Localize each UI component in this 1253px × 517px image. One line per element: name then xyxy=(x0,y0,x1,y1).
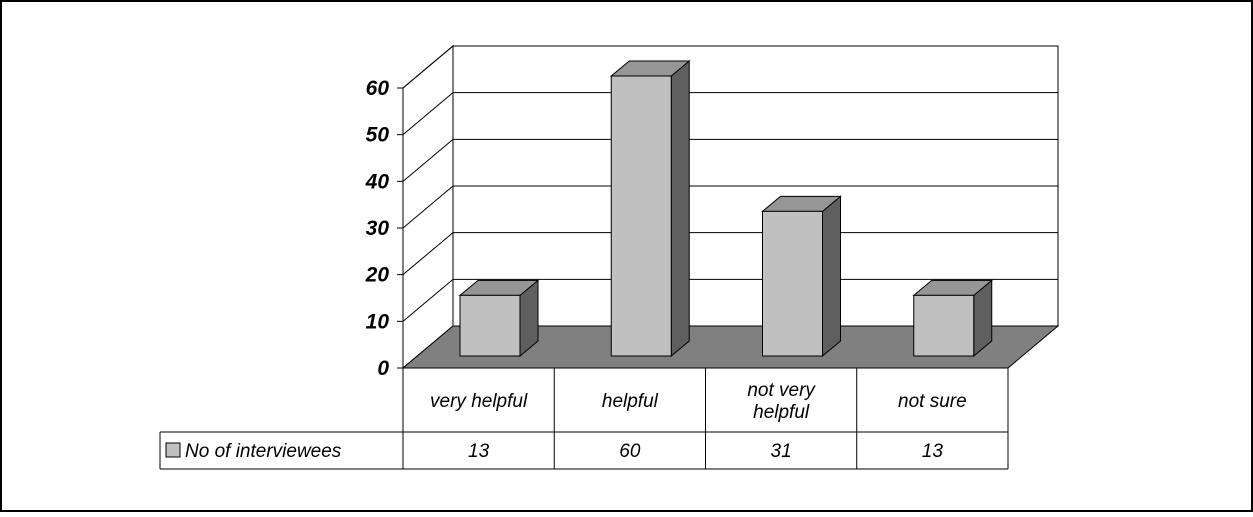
bar-1 xyxy=(458,279,540,358)
data-value-label: 31 xyxy=(771,441,792,462)
gridline-side xyxy=(402,45,454,89)
bar-front xyxy=(762,210,823,357)
y-tick-label: 40 xyxy=(365,170,390,193)
y-tick-label: 30 xyxy=(366,217,390,240)
bars xyxy=(458,59,994,358)
y-axis: 0 10 20 30 40 50 60 xyxy=(365,77,404,380)
gridline-side xyxy=(402,232,454,276)
category-label: helpful xyxy=(753,402,810,423)
legend-series-name: No of interviewees xyxy=(185,441,342,462)
category-label: helpful xyxy=(602,391,659,412)
gridline-side xyxy=(402,138,454,182)
bar-side xyxy=(670,59,690,358)
bar-front xyxy=(913,294,975,357)
bar-front xyxy=(610,75,672,357)
gridline-side xyxy=(402,185,454,229)
y-tick-label: 50 xyxy=(366,124,390,147)
gridline-side xyxy=(402,278,454,322)
category-label: not sure xyxy=(898,391,967,412)
data-value-label: 13 xyxy=(468,441,490,462)
gridlines xyxy=(402,45,1058,322)
y-tick-label: 60 xyxy=(366,77,390,100)
gridline-side xyxy=(402,92,454,136)
category-label: very helpful xyxy=(430,391,528,412)
y-tick-label: 0 xyxy=(377,357,389,380)
data-value-label: 60 xyxy=(619,441,641,462)
y-tick-label: 20 xyxy=(365,264,390,287)
bar-2 xyxy=(609,59,691,358)
legend-swatch xyxy=(165,442,181,458)
bar-side xyxy=(822,195,841,358)
bar-4 xyxy=(912,279,994,358)
bar-front xyxy=(459,294,521,357)
y-tick-label: 10 xyxy=(366,310,390,333)
bar-3 xyxy=(761,195,842,358)
category-label: not very xyxy=(747,380,816,401)
data-value-label: 13 xyxy=(922,441,944,462)
floor xyxy=(401,325,1060,369)
